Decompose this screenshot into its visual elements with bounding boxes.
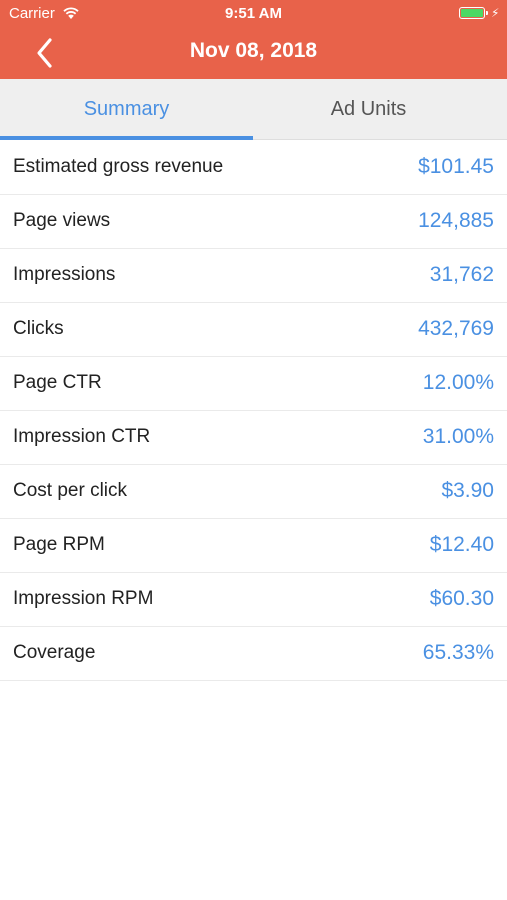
metric-label: Page views: [13, 210, 111, 231]
active-tab-indicator: [0, 136, 253, 140]
metric-label: Impression RPM: [13, 588, 154, 609]
charging-bolt-icon: ⚡: [491, 6, 500, 20]
wifi-icon: [63, 7, 79, 19]
list-item: Estimated gross revenue $101.45: [0, 141, 507, 195]
metric-label: Clicks: [13, 318, 64, 339]
metric-value: 124,885: [418, 209, 494, 232]
list-item: Page CTR 12.00%: [0, 357, 507, 411]
battery-level: [461, 9, 483, 17]
battery-tip: [486, 11, 488, 15]
metric-value: $3.90: [441, 479, 494, 502]
battery-icon: [459, 7, 485, 19]
metric-label: Impressions: [13, 264, 116, 285]
list-item: Page RPM $12.40: [0, 519, 507, 573]
metric-label: Impression CTR: [13, 426, 151, 447]
metric-value: $12.40: [429, 533, 494, 556]
tab-ad-units[interactable]: Ad Units: [330, 98, 407, 120]
metric-value: 432,769: [418, 317, 494, 340]
metric-label: Page RPM: [13, 534, 105, 555]
list-item: Cost per click $3.90: [0, 465, 507, 519]
list-item: Impression CTR 31.00%: [0, 411, 507, 465]
list-item: Impressions 31,762: [0, 249, 507, 303]
metric-label: Cost per click: [13, 480, 128, 501]
status-bar: Carrier 9:51 AM ⚡: [0, 0, 507, 28]
status-time: 9:51 AM: [225, 5, 282, 22]
metric-value: $60.30: [429, 587, 494, 610]
tab-summary[interactable]: Summary: [83, 98, 170, 120]
metric-value: $101.45: [418, 155, 494, 178]
metric-value: 12.00%: [422, 371, 494, 394]
metric-value: 31,762: [429, 263, 494, 286]
metric-label: Coverage: [13, 642, 96, 663]
list-item: Page views 124,885: [0, 195, 507, 249]
list-item: Impression RPM $60.30: [0, 573, 507, 627]
metric-label: Page CTR: [13, 372, 102, 393]
metric-label: Estimated gross revenue: [13, 156, 224, 177]
metric-value: 65.33%: [422, 641, 494, 664]
carrier-label: Carrier: [9, 5, 55, 22]
back-chevron-icon[interactable]: [30, 34, 60, 72]
list-item: Clicks 432,769: [0, 303, 507, 357]
metrics-list: Estimated gross revenue $101.45 Page vie…: [0, 141, 507, 681]
segmented-tabs: Summary Ad Units: [0, 79, 507, 140]
page-title: Nov 08, 2018: [189, 39, 318, 62]
metric-value: 31.00%: [422, 425, 494, 448]
navigation-bar: Carrier 9:51 AM ⚡ Nov 08, 2018: [0, 0, 507, 79]
list-item: Coverage 65.33%: [0, 627, 507, 681]
